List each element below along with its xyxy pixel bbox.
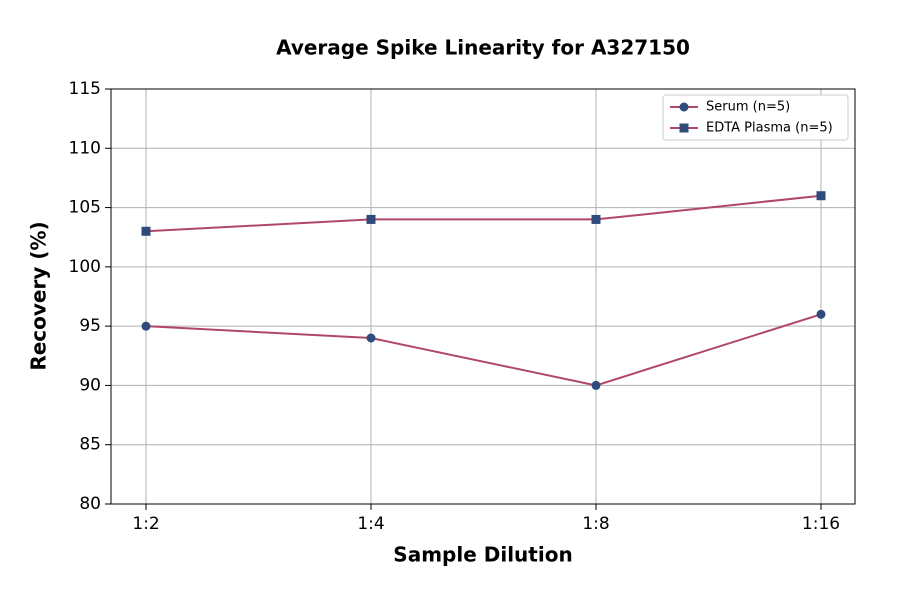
- chart-title: Average Spike Linearity for A327150: [276, 36, 690, 60]
- legend-marker: [679, 102, 689, 112]
- series-line: [145, 313, 822, 387]
- series-line: [145, 194, 822, 233]
- y-tick-label: 105: [69, 198, 101, 218]
- legend-marker: [679, 123, 689, 133]
- y-tick-label: 85: [79, 435, 101, 455]
- marker: [366, 214, 376, 224]
- y-tick-label: 95: [79, 316, 101, 336]
- plot-frame: [110, 88, 856, 505]
- y-tick-label: 110: [69, 138, 101, 158]
- marker: [141, 321, 151, 331]
- y-tick-label: 80: [79, 494, 101, 514]
- marker: [366, 333, 376, 343]
- x-tick-label: 1:2: [132, 514, 159, 534]
- y-tick-label: 115: [69, 79, 101, 99]
- legend-box: [662, 94, 849, 141]
- marker: [141, 226, 151, 236]
- marker: [591, 380, 601, 390]
- marker: [816, 309, 826, 319]
- marker: [816, 191, 826, 201]
- y-tick-label: 90: [79, 375, 101, 395]
- legend-label: EDTA Plasma (n=5): [706, 121, 833, 136]
- x-tick-label: 1:8: [582, 514, 609, 534]
- y-axis-label: Recovery (%): [27, 221, 51, 370]
- legend-label: Serum (n=5): [706, 100, 790, 115]
- x-tick-label: 1:4: [357, 514, 384, 534]
- x-tick-label: 1:16: [802, 514, 840, 534]
- marker: [591, 214, 601, 224]
- y-tick-label: 100: [69, 257, 101, 277]
- x-axis-label: Sample Dilution: [393, 543, 572, 567]
